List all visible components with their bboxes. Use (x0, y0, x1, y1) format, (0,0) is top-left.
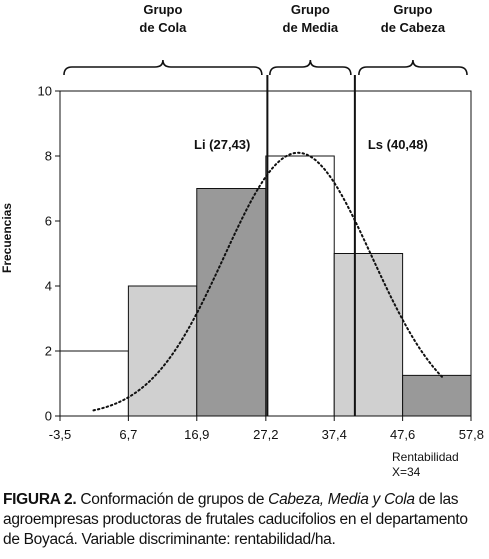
y-axis-label: Frecuencias (0, 203, 14, 273)
x-tick-label-0: -3,5 (49, 427, 71, 442)
x-axis-label-line-1: Rentabilidad (392, 450, 459, 464)
x-tick-label-6: 57,8 (459, 427, 484, 442)
caption-text-2: de las agroempresas productoras de fruta… (3, 491, 468, 548)
group-label-2-line-1: Grupo (291, 2, 330, 17)
x-tick-label-3: 27,2 (253, 427, 278, 442)
x-tick-label-4: 37,4 (322, 427, 347, 442)
group-braces: Grupo de Cola Grupo de Media Grupo de Cabeza (63, 2, 468, 76)
histogram-bar-6 (402, 374, 472, 417)
histogram-bar-4 (265, 155, 335, 417)
x-tick-label-1: 6,7 (119, 427, 137, 442)
x-tick-label-2: 16,9 (184, 427, 209, 442)
x-tick-label-5: 47,6 (390, 427, 415, 442)
y-tick-label-1: 2 (45, 344, 52, 359)
y-tick-label-3: 6 (45, 214, 52, 229)
caption-italic: Cabeza, Media y Cola (268, 491, 415, 508)
y-tick-label-4: 8 (45, 149, 52, 164)
histogram-bar-2 (127, 285, 198, 417)
group-brace-1 (63, 59, 263, 76)
group-brace-3 (358, 59, 468, 76)
limit-lines: Li (27,43) Ls (40,48) (194, 75, 428, 416)
histogram-bar-3 (196, 188, 267, 417)
group-label-3-line-2: de Cabeza (381, 20, 446, 35)
group-brace-2 (269, 59, 352, 76)
group-label-1-line-1: Grupo (143, 2, 182, 17)
histogram-bar-1 (59, 350, 129, 417)
caption-label: FIGURA 2. (3, 491, 77, 508)
limit-label-2: Ls (40,48) (368, 137, 428, 152)
normal-curve (92, 151, 444, 412)
caption-text-1: Conformación de grupos de (76, 491, 269, 508)
group-label-2-line-2: de Media (283, 20, 339, 35)
histogram-bars (59, 155, 472, 417)
y-tick-label-2: 4 (45, 279, 52, 294)
histogram-bar-5 (333, 253, 404, 417)
figure-caption: FIGURA 2. Conformación de grupos de Cabe… (3, 490, 486, 550)
axes: 0 2 4 6 8 10 -3,5 6,7 16,9 27,2 37,4 47,6 57,8 (38, 84, 484, 443)
y-tick-label-5: 10 (38, 84, 52, 99)
group-label-3-line-1: Grupo (393, 2, 432, 17)
y-tick-label-0: 0 (45, 409, 52, 424)
x-axis-label-line-2: X=34 (392, 465, 421, 478)
group-label-1-line-2: de Cola (139, 20, 187, 35)
limit-label-1: Li (27,43) (194, 137, 250, 152)
